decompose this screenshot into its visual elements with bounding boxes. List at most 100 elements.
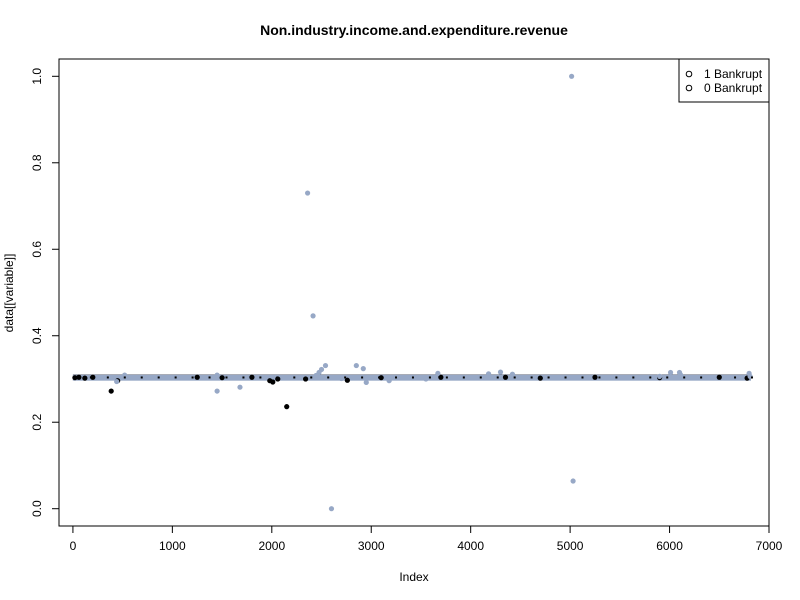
- data-point-1: [378, 375, 384, 381]
- series-band-speckle-1: [123, 376, 126, 379]
- data-point-0: [386, 378, 392, 384]
- series-band-speckle-1: [581, 376, 584, 379]
- data-point-0: [310, 313, 316, 319]
- series-band-speckle-1: [547, 376, 550, 379]
- data-point-1: [108, 388, 114, 394]
- series-band-speckle-1: [496, 376, 499, 379]
- data-point-0: [435, 370, 441, 376]
- series-band-speckle-1: [310, 376, 313, 379]
- data-point-1: [270, 379, 276, 385]
- series-band-speckle-1: [293, 376, 296, 379]
- data-point-1: [344, 377, 350, 383]
- x-tick-label: 6000: [656, 539, 683, 553]
- chart-title: Non.industry.income.and.expenditure.reve…: [260, 22, 568, 38]
- legend-box: [678, 58, 770, 103]
- data-point-0: [304, 190, 311, 196]
- legend: 1 Bankrupt 0 Bankrupt: [678, 58, 770, 103]
- data-point-0: [214, 388, 220, 394]
- series-band-speckle-1: [344, 376, 347, 379]
- data-point-0: [122, 372, 128, 378]
- series-band-speckle-1: [106, 376, 109, 379]
- series-band-speckle-1: [445, 376, 448, 379]
- series-band-speckle-1: [649, 376, 652, 379]
- data-point-1: [76, 374, 82, 380]
- x-tick-label: 2000: [258, 539, 285, 553]
- data-point-1: [284, 404, 290, 410]
- series-band-speckle-1: [157, 376, 160, 379]
- data-point-0: [667, 369, 674, 376]
- series-band-speckle-1: [378, 376, 381, 379]
- data-point-0: [423, 376, 429, 382]
- legend-marker-0: [685, 84, 693, 92]
- y-tick-label: 0.6: [30, 241, 44, 258]
- data-points: [72, 73, 754, 512]
- legend-label-0: 0 Bankrupt: [704, 81, 763, 95]
- y-axis-label: data[[variable]]: [2, 254, 16, 333]
- data-point-0: [677, 372, 684, 378]
- y-tick-label: 0.0: [30, 500, 44, 517]
- legend-label-1: 1 Bankrupt: [704, 67, 763, 81]
- series-band-speckle-1: [598, 376, 601, 379]
- plot-frame: [58, 58, 770, 527]
- series-band-speckle-1: [174, 376, 177, 379]
- series-band-speckle-1: [72, 376, 75, 379]
- y-tick-label: 0.8: [30, 154, 44, 171]
- data-point-0: [328, 506, 335, 512]
- y-tick-label: 0.2: [30, 414, 44, 431]
- series-band-speckle-1: [530, 376, 533, 379]
- series-band-speckle-1: [479, 376, 482, 379]
- series-band-speckle-1: [751, 376, 754, 379]
- x-tick-label: 1000: [159, 539, 186, 553]
- series-band-speckle-1: [462, 376, 465, 379]
- data-point-1: [438, 374, 444, 380]
- series-band-speckle-1: [361, 376, 364, 379]
- series-band-speckle-1: [225, 376, 228, 379]
- series-band-speckle-1: [276, 376, 279, 379]
- legend-marker-1: [685, 70, 693, 78]
- series-band-speckle-1: [242, 376, 245, 379]
- x-tick-label: 5000: [557, 539, 584, 553]
- data-point-0: [322, 362, 329, 369]
- data-point-1: [592, 374, 598, 380]
- data-point-0: [313, 372, 319, 379]
- series-band-speckle-1: [683, 376, 686, 379]
- data-point-1: [502, 374, 509, 380]
- data-point-0: [485, 371, 492, 377]
- series-band-speckle-1: [700, 376, 703, 379]
- series-band-speckle-1: [717, 376, 720, 379]
- y-tick-label: 0.4: [30, 327, 44, 344]
- data-point-0: [114, 378, 120, 385]
- x-tick-label: 4000: [457, 539, 484, 553]
- data-point-0: [363, 379, 369, 386]
- data-point-0: [569, 73, 575, 79]
- y-axis: 0.0 0.2 0.4 0.6 0.8 1.0: [30, 68, 59, 517]
- y-tick-label: 1.0: [30, 68, 44, 85]
- data-point-0: [509, 371, 516, 377]
- series-band-speckle-1: [208, 376, 211, 379]
- series-band-speckle-1: [411, 376, 414, 379]
- series-band-speckle-1: [615, 376, 618, 379]
- series-band-speckle-1: [89, 376, 92, 379]
- data-point-1: [82, 375, 88, 381]
- x-tick-label: 3000: [358, 539, 385, 553]
- data-point-1: [249, 374, 255, 380]
- data-point-0: [497, 369, 504, 375]
- data-point-0: [214, 372, 220, 378]
- data-point-1: [90, 374, 96, 380]
- data-point-0: [237, 384, 243, 390]
- x-tick-label: 0: [70, 539, 77, 553]
- x-tick-label: 7000: [756, 539, 783, 553]
- data-point-0: [338, 375, 345, 382]
- x-axis-label: Index: [399, 570, 428, 584]
- data-point-1: [716, 374, 722, 380]
- series-band-speckle-1: [666, 376, 669, 379]
- series-band-speckle-1: [428, 376, 431, 379]
- series-band-speckle-1: [564, 376, 567, 379]
- data-point-1: [194, 374, 200, 380]
- x-axis: 0 1000 2000 3000 4000 5000 6000 7000: [70, 526, 783, 553]
- data-point-1: [303, 376, 309, 382]
- data-point-0: [570, 478, 576, 484]
- series-band-speckle-1: [395, 376, 398, 379]
- series-band-speckle-1: [191, 376, 194, 379]
